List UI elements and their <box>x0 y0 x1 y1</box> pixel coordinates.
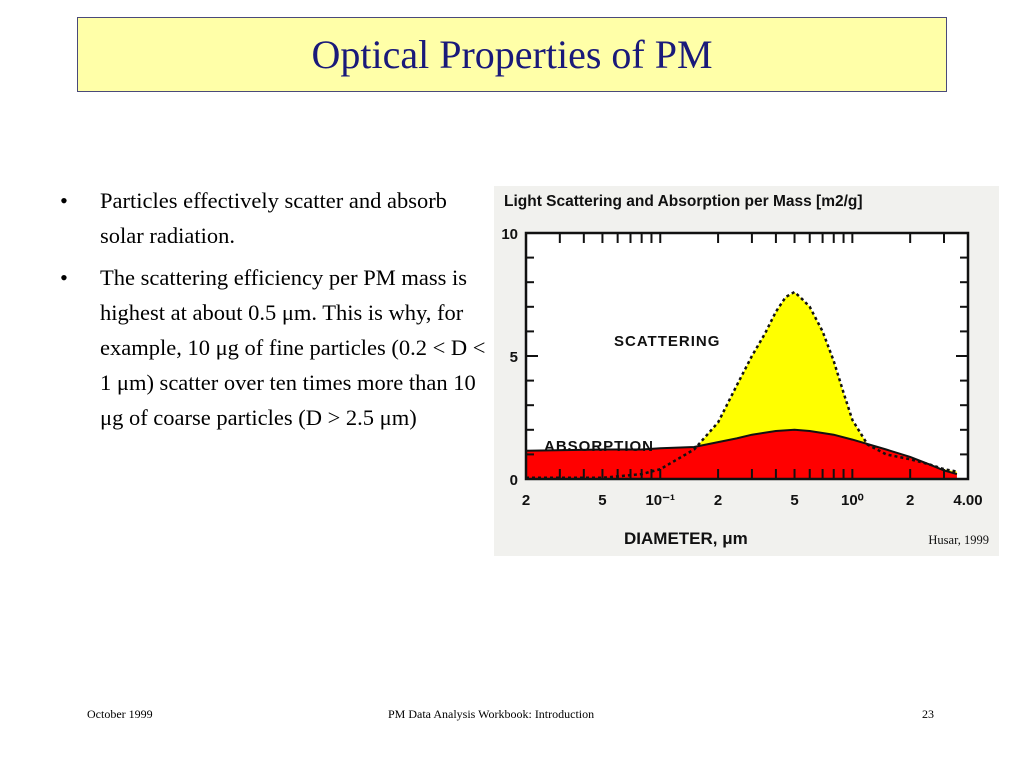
bullet-item: • The scattering efficiency per PM mass … <box>60 260 490 435</box>
y-tick-label: 10 <box>501 226 518 243</box>
bullet-marker: • <box>60 265 68 290</box>
bullet-list: • Particles effectively scatter and abso… <box>60 183 490 435</box>
title-box: Optical Properties of PM <box>77 17 947 92</box>
chart-svg: Light Scattering and Absorption per Mass… <box>501 193 989 548</box>
bullet-item: • Particles effectively scatter and abso… <box>60 183 490 253</box>
absorption-label: ABSORPTION <box>544 438 654 455</box>
x-tick-label: 10⁻¹ <box>645 492 675 509</box>
x-tick-label: 4.00 <box>953 492 982 509</box>
y-tick-label: 5 <box>510 349 518 366</box>
footer-date: October 1999 <box>87 707 153 721</box>
x-tick-label: 2 <box>714 492 722 509</box>
scattering-line <box>526 290 958 480</box>
absorption-area <box>526 429 957 479</box>
chart-credit: Husar, 1999 <box>928 533 989 547</box>
scattering-label: SCATTERING <box>614 333 720 350</box>
x-tick-label: 2 <box>906 492 914 509</box>
scattering-area <box>526 292 957 479</box>
chart-title: Light Scattering and Absorption per Mass… <box>504 193 863 210</box>
x-tick-label: 5 <box>790 492 798 509</box>
bullet-marker: • <box>60 188 68 213</box>
footer-page-number: 23 <box>922 707 934 721</box>
bullet-text: The scattering efficiency per PM mass is… <box>100 265 486 430</box>
footer-title: PM Data Analysis Workbook: Introduction <box>388 707 595 721</box>
x-tick-label: 10⁰ <box>841 492 864 509</box>
chart-figure: Light Scattering and Absorption per Mass… <box>494 186 999 556</box>
slide-title: Optical Properties of PM <box>311 32 713 77</box>
x-tick-label: 2 <box>522 492 530 509</box>
bullet-text: Particles effectively scatter and absorb… <box>100 188 447 248</box>
x-tick-label: 5 <box>598 492 606 509</box>
absorption-line <box>525 428 958 476</box>
x-axis-label: DIAMETER, μm <box>624 529 748 548</box>
y-tick-label: 0 <box>510 472 518 489</box>
